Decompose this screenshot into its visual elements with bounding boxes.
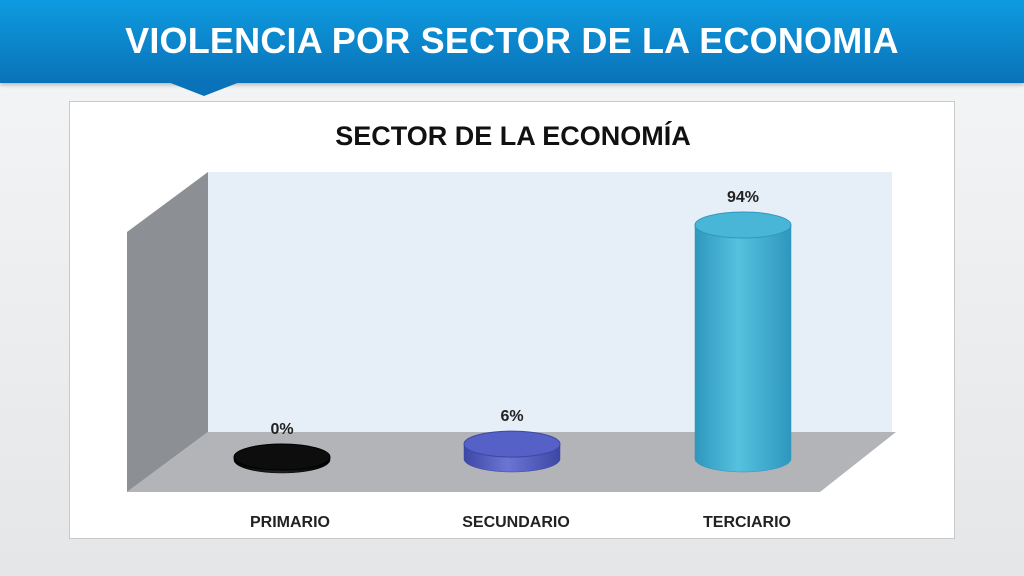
data-label-secundario: 6% (500, 408, 523, 425)
chart-frame: SECTOR DE LA ECONOMÍA 0% PRIMARIO 6% SECUND… (69, 101, 955, 539)
bar-secundario-top (463, 430, 561, 458)
bar-terciario-top (694, 211, 792, 239)
banner-notch (168, 82, 240, 96)
data-label-primario: 0% (270, 421, 293, 438)
data-label-terciario: 94% (727, 189, 759, 206)
bars-group: 0% PRIMARIO 6% SECUNDARIO 94% TERCIARIO (233, 189, 792, 531)
x-tick-label-primario: PRIMARIO (250, 514, 330, 531)
slide-title: VIOLENCIA POR SECTOR DE LA ECONOMIA (125, 20, 899, 61)
chart-svg: SECTOR DE LA ECONOMÍA 0% PRIMARIO 6% SECUND… (127, 120, 896, 531)
x-tick-label-terciario: TERCIARIO (703, 514, 791, 531)
chart-side-wall (127, 172, 208, 492)
bar-primario-top (233, 443, 331, 471)
title-banner: VIOLENCIA POR SECTOR DE LA ECONOMIA (0, 0, 1024, 83)
chart-title: SECTOR DE LA ECONOMÍA (335, 120, 691, 151)
x-tick-label-secundario: SECUNDARIO (462, 514, 570, 531)
bar-terciario-body (694, 224, 792, 473)
